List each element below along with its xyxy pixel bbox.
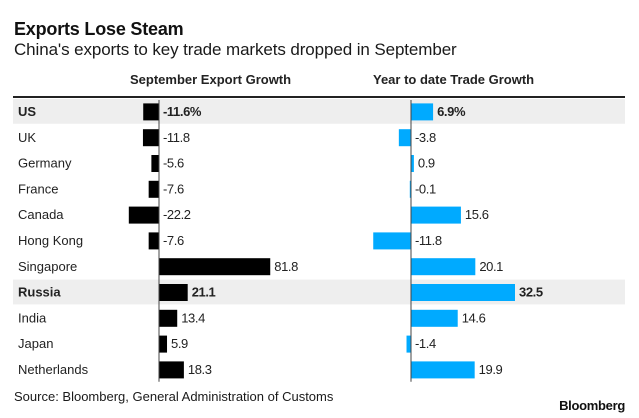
data-label: 20.1 [479, 259, 503, 274]
bar-sept-export-japan [159, 335, 168, 353]
data-label: 13.4 [181, 310, 205, 325]
bar-sept-export-hong-kong [148, 232, 159, 250]
data-label: -11.8 [415, 233, 442, 248]
bar-ytd-trade-india [411, 309, 458, 327]
column-header-ytd-trade-growth: Year to date Trade Growth [373, 72, 535, 87]
data-label: -5.6 [163, 156, 184, 171]
bar-ytd-trade-uk [398, 129, 411, 147]
category-label: Canada [18, 207, 64, 222]
data-label: 6.9% [437, 104, 466, 119]
category-label: Germany [18, 156, 72, 171]
bar-ytd-trade-us [411, 103, 434, 121]
bar-sept-export-canada [128, 206, 159, 224]
bar-ytd-trade-hong-kong [373, 232, 411, 250]
bar-sept-export-germany [151, 155, 159, 172]
bar-sept-export-us [143, 103, 159, 121]
bar-ytd-trade-japan [406, 335, 411, 353]
data-label: -22.2 [163, 207, 191, 222]
data-label: 81.8 [274, 259, 298, 274]
data-label: 32.5 [519, 285, 543, 300]
chart-title: Exports Lose Steam [14, 19, 184, 39]
bar-ytd-trade-france [409, 180, 411, 198]
category-label: India [18, 310, 47, 325]
bar-sept-export-russia [159, 284, 188, 301]
category-label: France [18, 181, 58, 196]
bloomberg-logo: Bloomberg [559, 398, 625, 413]
data-label: -7.6 [163, 233, 184, 248]
chart-subtitle: China's exports to key trade markets dro… [14, 40, 457, 59]
data-label: 19.9 [479, 362, 503, 377]
bar-ytd-trade-canada [411, 206, 461, 224]
data-label: -11.6% [163, 104, 202, 119]
bar-sept-export-uk [142, 129, 159, 147]
bar-ytd-trade-russia [411, 284, 515, 301]
column-header-september-export-growth: September Export Growth [130, 72, 292, 87]
data-label: 0.9 [418, 156, 435, 171]
data-label: -0.1 [415, 181, 436, 196]
bar-sept-export-netherlands [159, 361, 184, 379]
data-label: -11.8 [163, 130, 190, 145]
bar-sept-export-france [148, 180, 159, 198]
category-label: Netherlands [18, 362, 89, 377]
category-label: Japan [18, 336, 53, 351]
category-label: Hong Kong [18, 233, 83, 248]
bar-ytd-trade-netherlands [411, 361, 475, 379]
category-label: US [18, 104, 36, 119]
category-label: Singapore [18, 259, 77, 274]
highlight-row-russia [13, 279, 625, 305]
data-label: -7.6 [163, 181, 184, 196]
data-label: 15.6 [465, 207, 489, 222]
data-label: -1.4 [415, 336, 436, 351]
highlight-row-us [13, 99, 625, 124]
header-divider [13, 96, 625, 98]
data-label: 14.6 [462, 310, 486, 325]
data-label: 21.1 [192, 285, 216, 300]
category-label: Russia [18, 285, 61, 300]
data-label: 18.3 [188, 362, 212, 377]
bar-sept-export-india [159, 309, 178, 327]
bar-ytd-trade-singapore [411, 258, 476, 276]
source-note: Source: Bloomberg, General Administratio… [14, 389, 334, 404]
data-label: 5.9 [171, 336, 188, 351]
data-label: -3.8 [415, 130, 436, 145]
bar-sept-export-singapore [159, 258, 271, 276]
category-label: UK [18, 130, 36, 145]
bar-ytd-trade-germany [411, 155, 414, 172]
